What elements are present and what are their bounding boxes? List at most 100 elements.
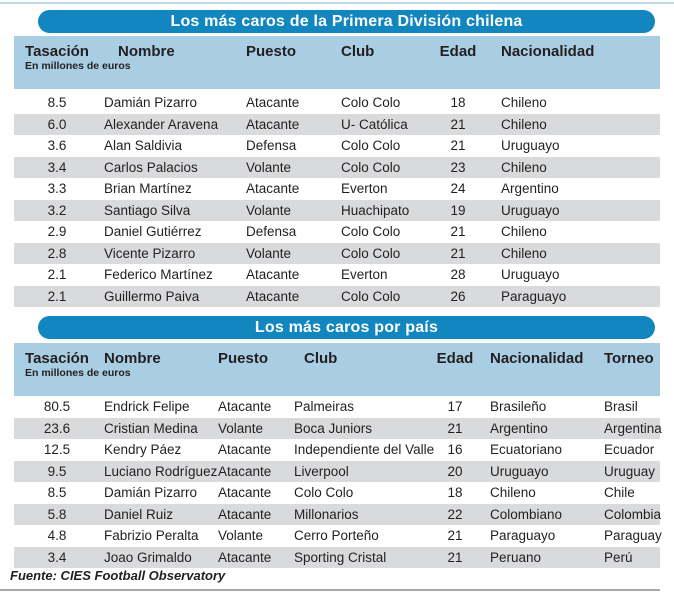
- table-cell: Volante: [246, 159, 292, 175]
- table-cell: Defensa: [246, 138, 297, 153]
- table-cell: 18: [450, 95, 466, 110]
- table-cell: Guillermo Paiva: [104, 288, 200, 304]
- column-header-puesto: Puesto: [218, 350, 269, 367]
- table-cell: 24: [450, 181, 466, 196]
- table-cell: 4.8: [47, 528, 67, 543]
- tasacion-label: Tasación: [25, 43, 89, 60]
- table-cell: 21: [450, 116, 466, 132]
- table-cell: 22: [447, 506, 463, 522]
- table-cell: 8.5: [47, 485, 67, 500]
- table-cell: Atacante: [246, 288, 300, 304]
- table-cell: Chileno: [501, 95, 547, 110]
- table-cell: Ecuatoriano: [490, 442, 563, 457]
- table-cell: Argentina: [604, 420, 662, 436]
- table-cell: Millonarios: [294, 506, 359, 522]
- table-cell: Atacante: [246, 95, 300, 110]
- column-header-edad: Edad: [436, 350, 474, 367]
- table-cell: Everton: [341, 267, 388, 282]
- table2-header-band: Tasación En millones de euros Nombre Pue…: [14, 343, 660, 396]
- table-cell: 3.4: [47, 159, 67, 175]
- tasacion-unit-note: En millones de euros: [25, 60, 131, 72]
- table-cell: 20: [447, 463, 463, 479]
- table-row: 5.8 Daniel Ruiz Atacante Millonarios 22 Colom…: [14, 503, 662, 525]
- column-header-edad: Edad: [439, 43, 477, 60]
- table-cell: Volante: [246, 245, 292, 261]
- table-cell: Defensa: [246, 224, 297, 239]
- bottom-divider: [0, 589, 660, 591]
- column-header-tasacion: Tasación En millones de euros: [14, 350, 131, 379]
- column-header-puesto: Puesto: [246, 43, 297, 60]
- table-cell: Colombiano: [490, 506, 563, 522]
- table-cell: 80.5: [43, 399, 71, 414]
- table-cell: 2.9: [47, 224, 67, 239]
- table-cell: Fabrizio Peralta: [104, 528, 199, 543]
- table-cell: Uruguayo: [490, 463, 549, 479]
- table-cell: Atacante: [218, 506, 272, 522]
- table-cell: 21: [450, 224, 466, 239]
- source-note: Fuente: CIES Football Observatory: [10, 568, 226, 583]
- table-cell: 17: [447, 399, 463, 414]
- table-row: 9.5 Luciano Rodríguez Atacante Liverpool 20 U…: [14, 460, 660, 482]
- table-cell: 23: [450, 159, 466, 175]
- column-header-torneo: Torneo: [604, 350, 654, 367]
- table-cell: 21: [450, 138, 466, 153]
- table-cell: Peruano: [490, 549, 542, 565]
- table-row: 8.5 Damián Pizarro Atacante Colo Colo 18 Chil…: [14, 92, 660, 114]
- table-row: 3.4 Joao Grimaldo Atacante Sporting Cristal…: [14, 546, 660, 568]
- table-cell: U- Católica: [341, 116, 408, 132]
- table-cell: Brian Martínez: [104, 181, 192, 196]
- column-header-nacionalidad: Nacionalidad: [501, 43, 595, 60]
- table-cell: 21: [447, 420, 463, 436]
- table-cell: Cerro Porteño: [294, 528, 379, 543]
- table-cell: Atacante: [218, 485, 272, 500]
- table-row: 4.8 Fabrizio Peralta Volante Cerro Porteño 2…: [14, 525, 662, 547]
- table-cell: Independiente del Valle: [294, 442, 435, 457]
- table-cell: Volante: [218, 420, 264, 436]
- table-row: 2.8 Vicente Pizarro Volante Colo Colo 21 Chil…: [14, 242, 660, 264]
- table-cell: Cristian Medina: [104, 420, 198, 436]
- table-cell: Colo Colo: [341, 245, 401, 261]
- table-cell: Vicente Pizarro: [104, 245, 196, 261]
- table-row: 3.2 Santiago Silva Volante Huachipato 19 Urug…: [14, 199, 660, 221]
- table-cell: Everton: [341, 181, 388, 196]
- table-cell: Volante: [218, 528, 264, 543]
- table-cell: Palmeiras: [294, 399, 355, 414]
- table-cell: 28: [450, 267, 466, 282]
- table-cell: Atacante: [246, 116, 300, 132]
- table-cell: 3.2: [47, 202, 67, 218]
- table-cell: Uruguayo: [501, 138, 560, 153]
- table-cell: Chileno: [501, 245, 547, 261]
- table-cell: Damián Pizarro: [104, 485, 198, 500]
- table-cell: 19: [450, 202, 466, 218]
- table-cell: Argentino: [490, 420, 548, 436]
- table-cell: Chileno: [490, 485, 536, 500]
- table-cell: Colo Colo: [341, 138, 401, 153]
- table-cell: Colombia: [604, 506, 662, 522]
- table-cell: 21: [450, 245, 466, 261]
- table-cell: Perú: [604, 549, 633, 565]
- table-row: 8.5 Damián Pizarro Atacante Colo Colo 18 Chil…: [14, 482, 660, 504]
- column-header-nacionalidad: Nacionalidad: [490, 350, 584, 367]
- table-cell: Atacante: [218, 399, 272, 414]
- table-cell: Colo Colo: [341, 159, 401, 175]
- table-row: 3.6 Alan Saldivia Defensa Colo Colo 21 Urugua…: [14, 135, 660, 157]
- table-cell: Chileno: [501, 224, 547, 239]
- table-cell: Colo Colo: [341, 288, 401, 304]
- table-cell: 21: [447, 549, 463, 565]
- tasacion-unit-note: En millones de euros: [25, 367, 131, 379]
- table-cell: Daniel Ruiz: [104, 506, 174, 522]
- table-cell: Paraguayo: [490, 528, 556, 543]
- table-row: 2.1 Guillermo Paiva Atacante Colo Colo 26 Par…: [14, 285, 660, 307]
- table1-header-band: Tasación En millones de euros Nombre Pue…: [14, 36, 660, 89]
- table-cell: 23.6: [43, 420, 71, 436]
- table-cell: Uruguayo: [501, 202, 560, 218]
- table-cell: Uruguayo: [501, 267, 560, 282]
- tasacion-label: Tasación: [25, 350, 89, 367]
- table-cell: Atacante: [218, 463, 272, 479]
- table-cell: Huachipato: [341, 202, 410, 218]
- table1-body: 8.5 Damián Pizarro Atacante Colo Colo 18 Chil…: [14, 92, 660, 307]
- table-cell: 3.4: [47, 549, 67, 565]
- table-cell: Sporting Cristal: [294, 549, 387, 565]
- table-cell: 3.6: [47, 138, 67, 153]
- table-cell: 5.8: [47, 506, 67, 522]
